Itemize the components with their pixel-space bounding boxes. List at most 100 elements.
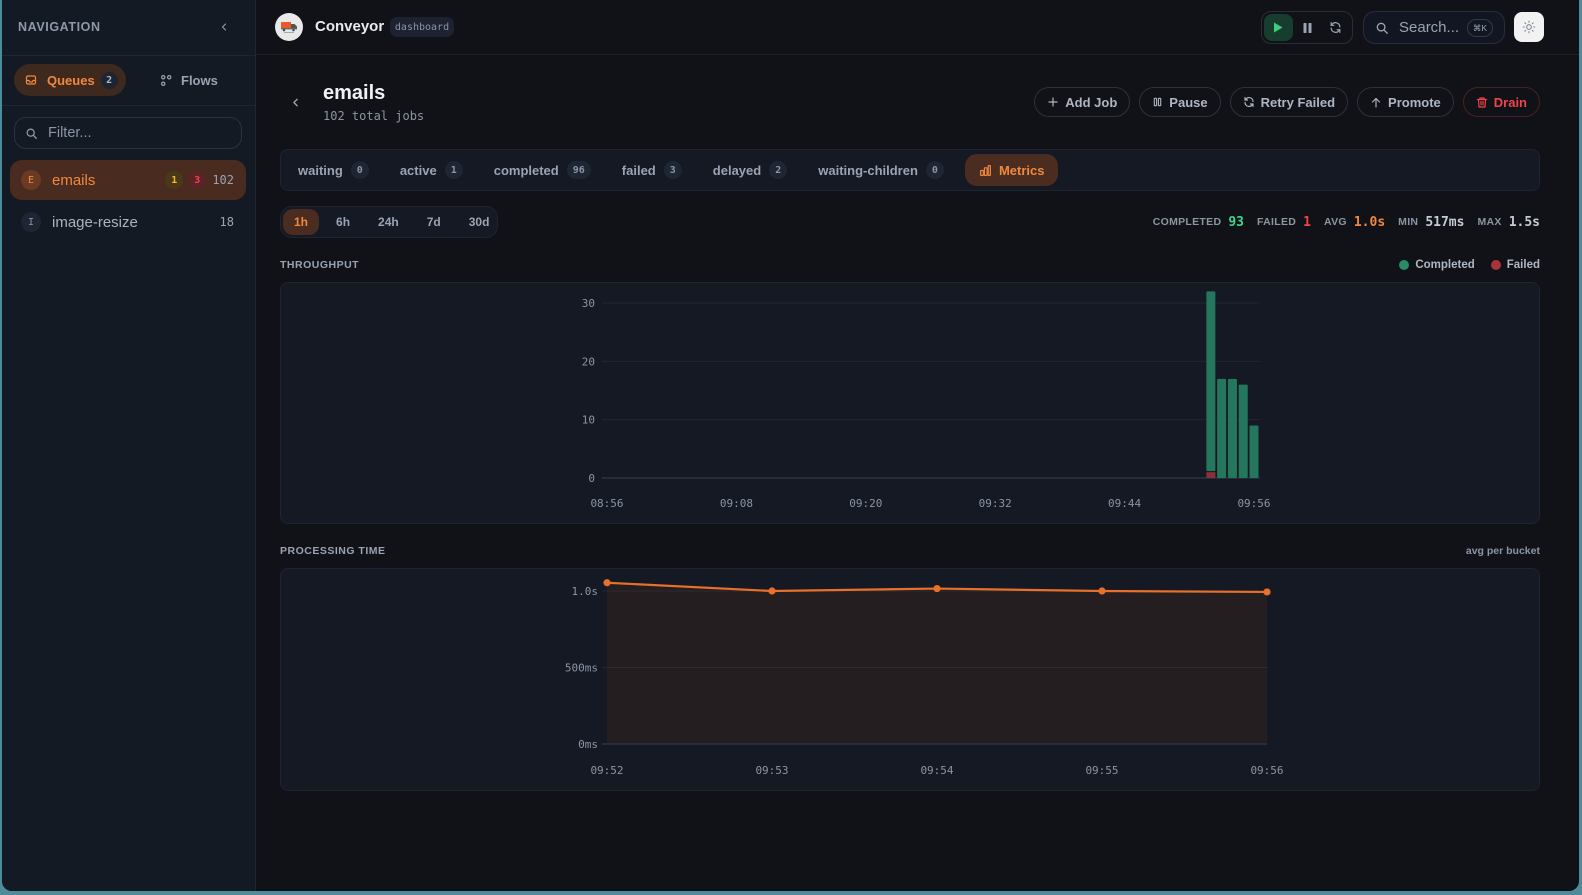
tab-active[interactable]: active 1	[390, 154, 473, 186]
retry-failed-button[interactable]: Retry Failed	[1229, 87, 1349, 117]
back-button[interactable]	[287, 94, 303, 110]
range-1h[interactable]: 1h	[283, 209, 320, 235]
queue-initial-icon: I	[21, 212, 41, 232]
tab-completed[interactable]: completed 96	[484, 154, 601, 186]
refresh-button[interactable]	[1321, 14, 1350, 41]
refresh-icon	[1244, 96, 1254, 108]
x-tick-label: 09:54	[920, 764, 953, 777]
trash-icon	[1476, 96, 1487, 108]
main-content: Conveyor dashboard Search... ⌘K	[256, 0, 1579, 891]
legend-item-failed: Failed	[1490, 259, 1540, 271]
nav-tab-queues[interactable]: Queues 2	[14, 64, 126, 96]
x-tick-label: 09:53	[755, 764, 788, 777]
bar-chart-icon	[979, 164, 991, 176]
tab-count-badge: 1	[444, 161, 463, 179]
pause-all-button[interactable]	[1293, 14, 1322, 41]
drain-button[interactable]: Drain	[1462, 87, 1540, 117]
y-tick-label: 500ms	[565, 662, 598, 675]
resume-button[interactable]	[1264, 14, 1293, 41]
promote-button[interactable]: Promote	[1357, 87, 1454, 117]
app-logo	[275, 13, 303, 41]
theme-toggle-button[interactable]	[1514, 12, 1544, 42]
bar-failed	[1206, 472, 1216, 478]
play-icon	[1274, 22, 1283, 33]
button-label: Retry Failed	[1260, 94, 1336, 110]
queue-actions: Add Job Pause Retry Failed Promote Drain	[1034, 87, 1540, 117]
y-tick-label: 0ms	[578, 738, 598, 751]
stat-value: 1.5s	[1508, 214, 1540, 230]
queue-name: emails	[52, 171, 96, 189]
sidebar-title: NAVIGATION	[18, 20, 101, 34]
tab-label: completed	[493, 162, 559, 178]
data-point[interactable]	[1098, 587, 1106, 595]
pause-queue-button[interactable]: Pause	[1139, 87, 1221, 117]
time-range-selector: 1h 6h 24h 7d 30d	[280, 206, 498, 238]
pause-icon	[1154, 97, 1162, 107]
tab-metrics[interactable]: Metrics	[964, 154, 1059, 186]
queue-count-badge: 2	[100, 71, 118, 89]
processing-time-chart: 0ms 500ms 1.0s 09:52 09:53 09:54 09:55 09:56	[280, 568, 1540, 791]
app-name: Conveyor	[315, 18, 385, 35]
tab-count-badge: 96	[566, 161, 591, 179]
bar-completed	[1217, 378, 1227, 478]
range-7d[interactable]: 7d	[426, 215, 441, 229]
legend-swatch	[1399, 260, 1410, 270]
tab-count-badge: 3	[663, 161, 682, 179]
button-label: Pause	[1169, 94, 1208, 110]
collapse-sidebar-button[interactable]	[216, 19, 232, 35]
tab-delayed[interactable]: delayed 2	[703, 154, 797, 186]
y-tick-label: 10	[582, 414, 595, 427]
nav-tab-flows[interactable]: Flows	[152, 64, 236, 96]
data-point[interactable]	[1263, 588, 1271, 596]
search-placeholder: Search...	[1399, 19, 1460, 36]
x-tick-label: 09:20	[849, 497, 882, 510]
queue-item-emails[interactable]: E emails 1 3 102	[10, 160, 246, 200]
x-tick-label: 09:56	[1237, 497, 1270, 510]
page-subtitle: 102 total jobs	[323, 109, 425, 123]
queue-filter[interactable]	[14, 117, 242, 149]
stat-min: MIN 517ms	[1398, 215, 1464, 230]
tab-waiting[interactable]: waiting 0	[288, 154, 379, 186]
stat-label: COMPLETED	[1152, 216, 1222, 228]
truck-logo-icon	[281, 22, 297, 33]
filter-input[interactable]	[48, 125, 228, 141]
tab-label: failed	[621, 162, 656, 178]
button-label: Promote	[1388, 94, 1441, 110]
stat-value: 1.0s	[1353, 214, 1386, 230]
data-point[interactable]	[603, 579, 611, 587]
stat-label: FAILED	[1257, 216, 1297, 228]
button-label: Add Job	[1065, 94, 1118, 110]
x-tick-label: 09:32	[979, 497, 1012, 510]
job-status-tabs: waiting 0 active 1 completed 96 failed 3…	[280, 149, 1540, 191]
failed-count-badge: 3	[188, 171, 207, 189]
stat-label: MAX	[1477, 216, 1502, 228]
x-tick-label: 09:55	[1085, 764, 1118, 777]
y-tick-label: 1.0s	[572, 585, 599, 598]
queue-controls	[1261, 11, 1353, 44]
range-24h[interactable]: 24h	[378, 215, 399, 229]
queue-total-count: 18	[219, 215, 234, 229]
refresh-icon	[1330, 22, 1341, 33]
legend-swatch	[1490, 260, 1501, 270]
x-tick-label: 09:44	[1108, 497, 1141, 510]
stat-value: 1	[1303, 214, 1311, 230]
tab-count-badge: 0	[925, 161, 944, 179]
processing-time-title: PROCESSING TIME	[280, 545, 386, 557]
range-30d[interactable]: 30d	[468, 215, 490, 229]
tab-waiting-children[interactable]: waiting-children 0	[808, 154, 954, 186]
pause-icon	[1303, 22, 1311, 33]
sidebar: NAVIGATION Queues 2 Flows E emails 1 3 1…	[2, 0, 256, 891]
global-search[interactable]: Search... ⌘K	[1363, 11, 1505, 44]
tab-label: Metrics	[998, 162, 1045, 178]
sun-icon	[1522, 20, 1536, 34]
nav-tab-label: Queues	[47, 72, 95, 88]
bar-completed	[1206, 291, 1216, 472]
add-job-button[interactable]: Add Job	[1034, 87, 1131, 117]
tab-failed[interactable]: failed 3	[612, 154, 692, 186]
env-badge: dashboard	[390, 17, 454, 37]
data-point[interactable]	[933, 584, 941, 593]
queue-item-image-resize[interactable]: I image-resize 18	[10, 202, 246, 242]
x-tick-label: 09:08	[720, 497, 753, 510]
data-point[interactable]	[768, 587, 776, 595]
range-6h[interactable]: 6h	[336, 215, 351, 229]
